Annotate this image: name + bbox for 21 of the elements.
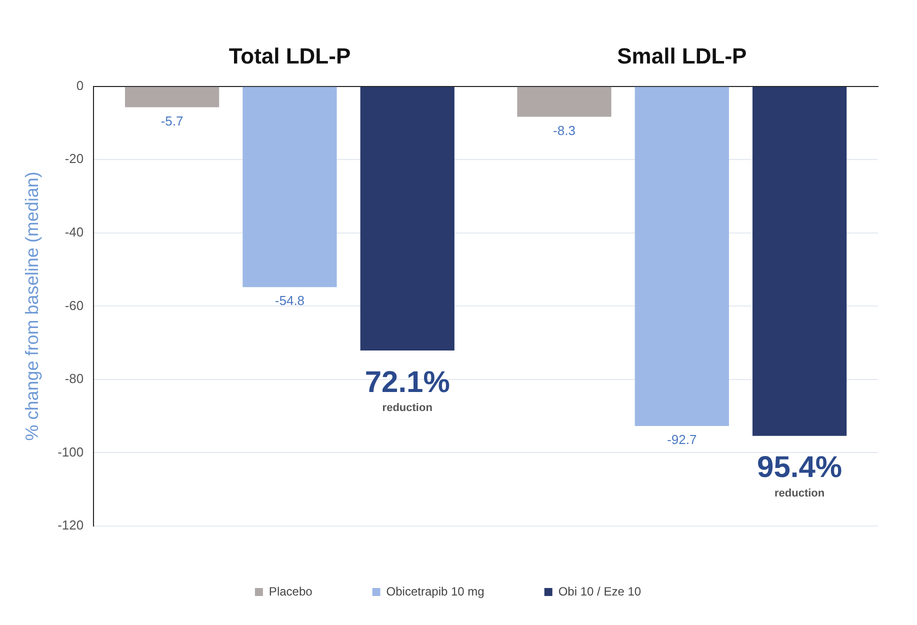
y-tick-label: -40 xyxy=(64,224,84,240)
y-tick-label: -80 xyxy=(64,371,84,386)
annotation: reduction xyxy=(774,487,825,500)
data-label: -92.7 xyxy=(667,432,697,448)
legend-label: Placebo xyxy=(268,584,313,598)
y-tick-label: -20 xyxy=(64,151,84,166)
data-label: -5.7 xyxy=(160,113,184,128)
legend-label: Obicetrapib 10 mg xyxy=(386,584,484,598)
y-tick-label: -100 xyxy=(58,444,84,460)
y-tick-label: -120 xyxy=(58,518,84,533)
y-axis-title: % change from baseline (median) xyxy=(22,172,42,441)
x-tick-label: Small LDL-P xyxy=(617,43,747,68)
annotation: 72.1% xyxy=(364,366,450,399)
legend-label: Obi 10 / Eze 10 xyxy=(558,584,642,598)
data-label: -54.8 xyxy=(274,293,305,308)
annotation: 95.4% xyxy=(757,451,842,484)
data-label: -8.3 xyxy=(553,122,576,138)
annotation: reduction xyxy=(382,402,433,414)
x-tick-label: Total LDL-P xyxy=(228,43,351,68)
y-tick-label: 0 xyxy=(76,78,84,93)
y-tick-label: -60 xyxy=(64,298,84,313)
